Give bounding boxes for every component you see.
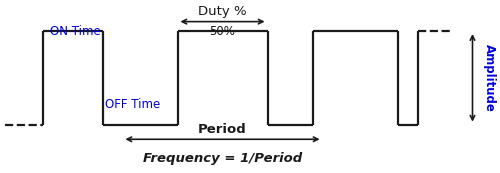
Text: Duty %: Duty % (198, 5, 247, 18)
Text: Amplitude: Amplitude (482, 44, 496, 112)
Text: Period: Period (198, 123, 247, 136)
Text: 50%: 50% (210, 25, 236, 38)
Text: Frequency = 1/Period: Frequency = 1/Period (143, 152, 302, 165)
Text: ON Time: ON Time (50, 25, 101, 38)
Text: OFF Time: OFF Time (105, 98, 160, 111)
